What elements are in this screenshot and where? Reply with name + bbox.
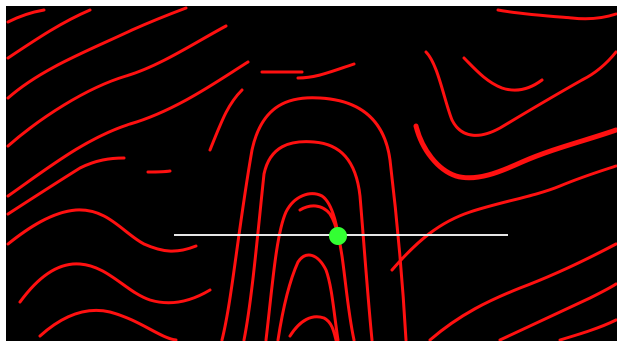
contour-line (242, 140, 374, 341)
contour-line (6, 8, 92, 60)
contour-line (146, 169, 172, 174)
contour-line (496, 8, 617, 21)
contour-line (6, 6, 188, 100)
canvas-background (6, 6, 617, 341)
contour-line (296, 62, 356, 80)
contour-line (6, 156, 126, 216)
contour-line (6, 208, 198, 253)
contour-line (276, 253, 340, 341)
contour-line (428, 242, 617, 341)
contour-line (6, 60, 250, 198)
contour-line (462, 56, 544, 92)
contour-line (6, 8, 46, 24)
contour-line (18, 262, 212, 305)
green-dot-icon (329, 227, 347, 245)
contour-line (413, 123, 617, 181)
contour-line (208, 88, 244, 152)
contour-line (264, 192, 356, 341)
contour-line (558, 318, 617, 341)
contour-line (6, 24, 228, 148)
contour-viewport (6, 6, 617, 341)
contour-line (498, 282, 617, 341)
contour-line (424, 50, 617, 137)
contour-line (38, 309, 178, 341)
contour-line (288, 315, 338, 341)
contour-canvas (6, 6, 617, 341)
